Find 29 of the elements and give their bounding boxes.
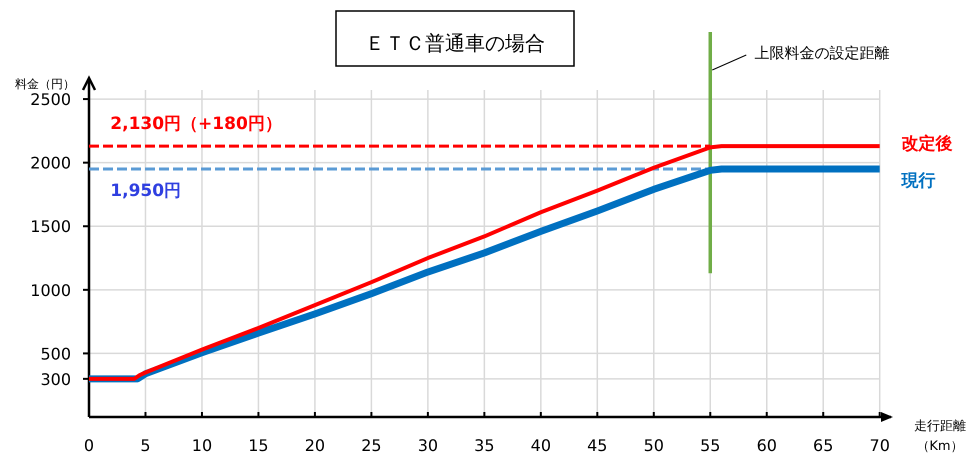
annotation: 2,130円（+180円） bbox=[110, 114, 282, 134]
y-tick-label: 1000 bbox=[30, 280, 71, 300]
y-tick-label: 500 bbox=[40, 344, 71, 364]
x-tick-label: 20 bbox=[304, 436, 326, 454]
x-tick-label: 55 bbox=[700, 436, 720, 454]
chart-title: ＥＴＣ普通車の場合 bbox=[365, 31, 545, 55]
x-tick-label: 50 bbox=[644, 436, 664, 454]
y-axis-title: 料金（円） bbox=[15, 77, 75, 91]
x-tick-label: 15 bbox=[248, 436, 269, 454]
x-tick-label: 60 bbox=[756, 436, 777, 454]
x-tick-label: 70 bbox=[870, 436, 890, 454]
x-tick-label: 65 bbox=[813, 436, 834, 454]
x-tick-label: 30 bbox=[418, 436, 438, 454]
x-tick-label: 40 bbox=[530, 436, 552, 454]
y-tick-label: 2000 bbox=[30, 154, 71, 173]
x-tick-label: 0 bbox=[84, 436, 94, 454]
ref-line-label: 上限料金の設定距離 bbox=[754, 44, 890, 62]
annotation: 1,950円 bbox=[110, 181, 182, 202]
x-tick-label: 35 bbox=[474, 436, 495, 454]
y-tick-label: 300 bbox=[40, 370, 71, 389]
x-tick-label: 45 bbox=[587, 436, 608, 454]
series-label: 現行 bbox=[900, 171, 936, 192]
series-label: 改定後 bbox=[902, 134, 953, 154]
x-tick-label: 25 bbox=[361, 436, 382, 454]
x-axis-title: 走行距離（Km） bbox=[914, 419, 966, 454]
y-tick-label: 2500 bbox=[30, 90, 71, 110]
x-tick-label: 10 bbox=[192, 436, 212, 454]
x-tick-label: 5 bbox=[140, 436, 151, 454]
y-tick-label: 1500 bbox=[30, 217, 71, 236]
